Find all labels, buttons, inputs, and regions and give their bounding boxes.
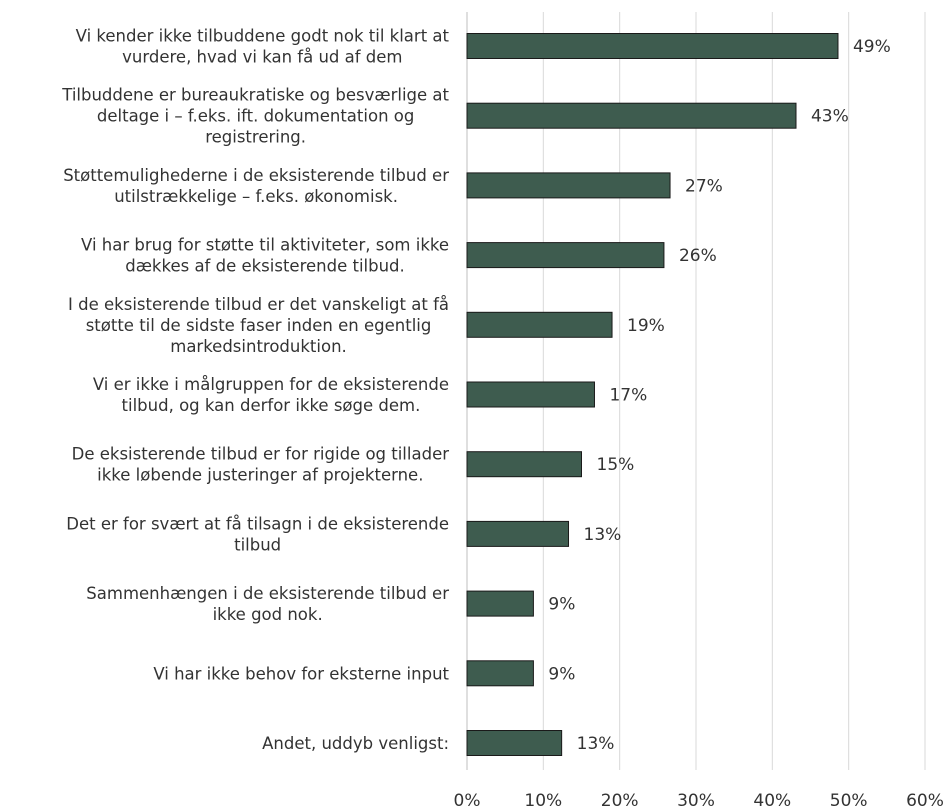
bar (466, 311, 613, 338)
x-tick-label: 40% (753, 791, 791, 810)
category-label: tilbud (234, 535, 281, 554)
bar (466, 381, 595, 408)
x-tick-label: 50% (830, 791, 868, 810)
category-label: støtte til de sidste faser inden en egen… (86, 316, 432, 335)
x-tick-label: 10% (524, 791, 562, 810)
category-label: Vi kender ikke tilbuddene godt nok til k… (76, 27, 450, 46)
bar (466, 242, 665, 269)
data-label: 9% (548, 595, 575, 615)
category-label: Det er for svært at få tilsagn i de eksi… (66, 514, 449, 533)
bar (466, 660, 534, 687)
data-label: 43% (811, 107, 849, 127)
category-label: markedsintroduktion. (170, 337, 347, 356)
data-label: 49% (853, 37, 891, 57)
x-tick-label: 0% (454, 791, 481, 810)
data-label: 9% (548, 664, 575, 684)
category-label: vurdere, hvad vi kan få ud af dem (122, 48, 402, 67)
bar (466, 520, 570, 547)
category-label: Sammenhængen i de eksisterende tilbud er (86, 584, 449, 603)
bar (466, 172, 671, 199)
category-label: Andet, uddyb venligst: (262, 734, 449, 753)
category-label: dækkes af de eksisterende tilbud. (125, 257, 405, 276)
x-tick-label: 60% (906, 791, 944, 810)
value-labels: 49% 43% 27% 26% 19% 17% 15% 13% 9% 9% 13% (548, 37, 890, 754)
x-axis-tick-labels: 0% 10% 20% 30% 40% 50% 60% (454, 791, 944, 810)
gridlines (466, 12, 926, 770)
x-tick-label: 20% (601, 791, 639, 810)
bar (466, 730, 563, 756)
category-label: I de eksisterende tilbud er det vanskeli… (68, 295, 449, 314)
bar (466, 451, 582, 478)
category-label: Tilbuddene er bureaukratiske og besværli… (61, 86, 449, 105)
data-label: 17% (609, 386, 647, 406)
bars (466, 33, 839, 756)
category-label: registrering. (205, 128, 306, 147)
category-label: De eksisterende tilbud er for rigide og … (72, 445, 450, 464)
data-label: 13% (577, 734, 615, 754)
data-label: 27% (685, 176, 723, 196)
category-label: Vi har ikke behov for eksterne input (153, 664, 449, 683)
data-label: 19% (627, 316, 665, 336)
category-label: Vi er ikke i målgruppen for de eksistere… (93, 375, 449, 394)
bar (466, 102, 797, 129)
category-label: tilbud, og kan derfor ikke søge dem. (122, 396, 421, 415)
category-label: ikke god nok. (213, 605, 323, 624)
bar (466, 33, 839, 59)
category-label: Vi har brug for støtte til aktiviteter, … (81, 236, 449, 255)
data-label: 26% (679, 246, 717, 266)
category-label: deltage i – f.eks. ift. dokumentation og (97, 107, 414, 126)
category-label: utilstrækkelige – f.eks. økonomisk. (114, 187, 398, 206)
category-labels: Vi kender ikke tilbuddene godt nok til k… (61, 27, 449, 754)
data-label: 13% (584, 525, 622, 545)
x-tick-label: 30% (677, 791, 715, 810)
category-label: Støttemulighederne i de eksisterende til… (63, 166, 449, 185)
data-label: 15% (597, 455, 635, 475)
bar (466, 590, 534, 617)
category-label: ikke løbende justeringer af projekterne. (97, 466, 423, 485)
